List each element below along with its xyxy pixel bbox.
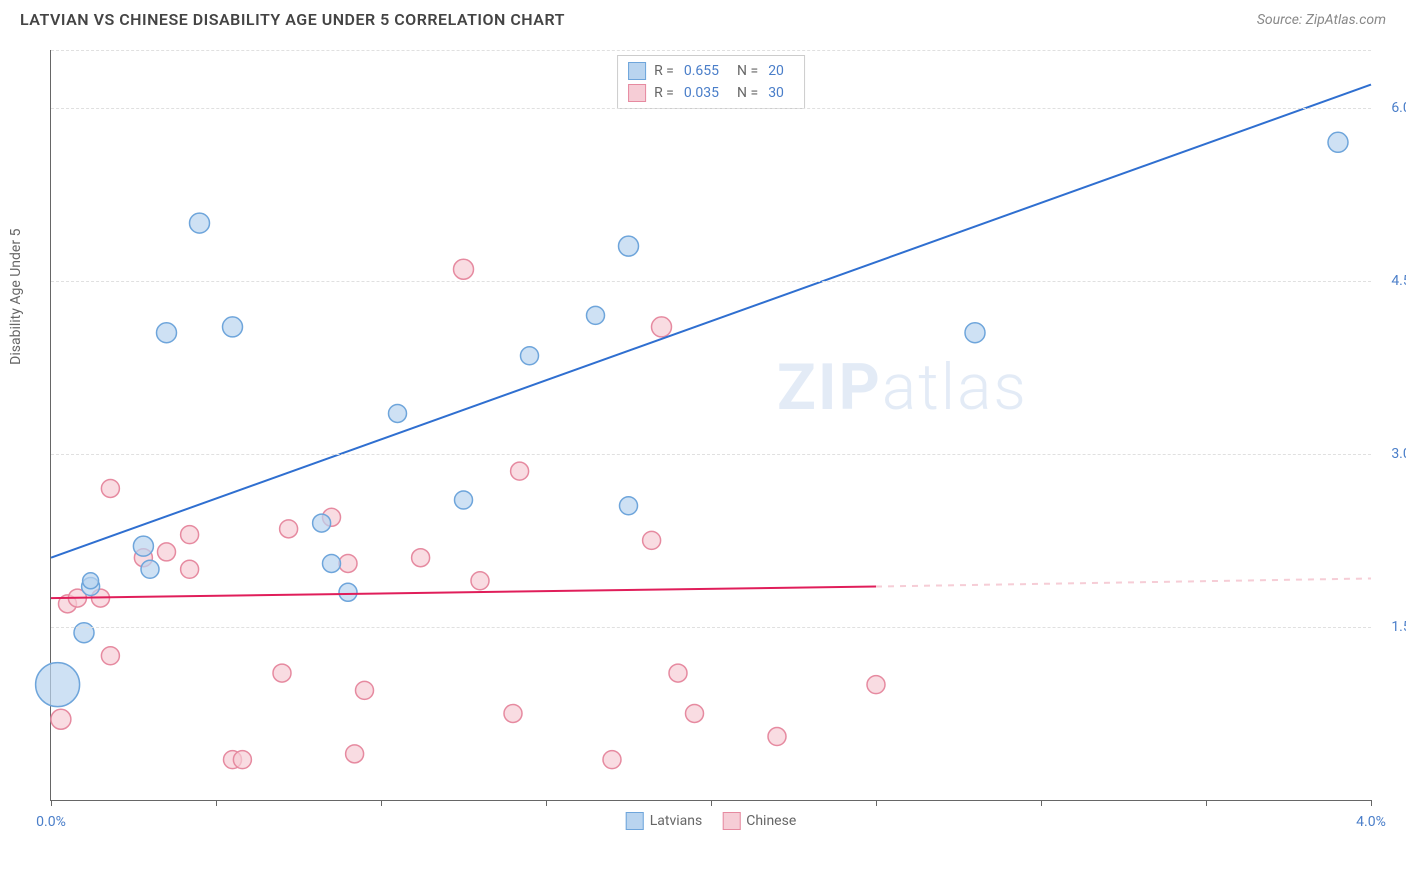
legend-item-chinese: Chinese (722, 812, 796, 830)
legend-item-latvians: Latvians (626, 812, 703, 830)
y-tick-label: 4.5% (1391, 273, 1406, 289)
series-legend: Latvians Chinese (626, 812, 797, 830)
correlation-legend: R = 0.655 N = 20 R = 0.035 N = 30 (617, 55, 805, 109)
legend-row-latvians: R = 0.655 N = 20 (628, 60, 794, 82)
swatch-chinese (628, 84, 646, 102)
header: LATVIAN VS CHINESE DISABILITY AGE UNDER … (0, 0, 1406, 39)
y-tick-label: 6.0% (1391, 100, 1406, 116)
legend-row-chinese: R = 0.035 N = 30 (628, 82, 794, 104)
x-tick-label: 0.0% (36, 814, 66, 830)
source-attribution: Source: ZipAtlas.com (1257, 12, 1386, 28)
y-tick-label: 3.0% (1391, 446, 1406, 462)
chart-container: LATVIAN VS CHINESE DISABILITY AGE UNDER … (0, 0, 1406, 892)
scatter-svg (51, 50, 1371, 800)
y-axis-label: Disability Age Under 5 (8, 229, 24, 365)
y-tick-label: 1.5% (1391, 619, 1406, 635)
chart-title: LATVIAN VS CHINESE DISABILITY AGE UNDER … (20, 10, 565, 29)
x-tick-label: 4.0% (1356, 814, 1386, 830)
swatch-latvians-icon (626, 812, 644, 830)
swatch-latvians (628, 62, 646, 80)
swatch-chinese-icon (722, 812, 740, 830)
plot-area: Disability Age Under 5 ZIPatlas R = 0.65… (50, 50, 1371, 801)
